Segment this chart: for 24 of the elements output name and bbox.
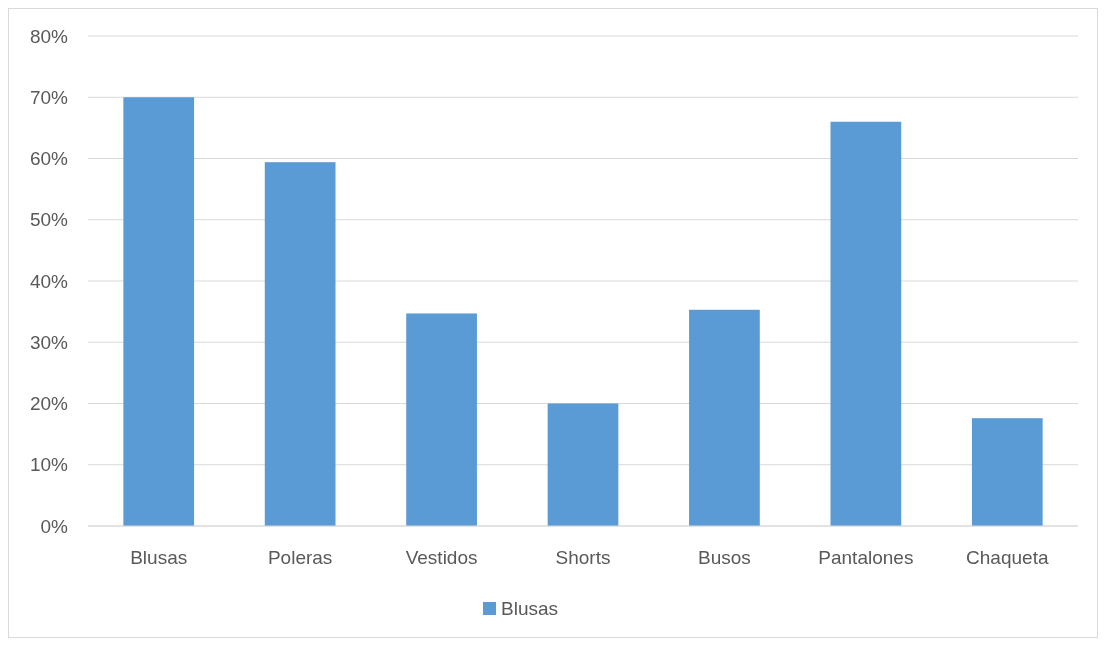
x-tick-label: Vestidos (405, 547, 478, 568)
y-tick-label: 50% (29, 209, 69, 231)
x-tick-label: Pantalones (818, 547, 914, 568)
legend-label: Blusas (501, 597, 559, 619)
y-tick-label: 20% (29, 393, 69, 415)
x-tick-label: Shorts (555, 547, 611, 568)
bar (406, 313, 477, 526)
y-tick-label: 30% (29, 331, 69, 353)
y-tick-label: 70% (29, 86, 69, 108)
x-tick-label: Poleras (267, 547, 333, 568)
x-tick-label: Busos (698, 547, 751, 568)
bar (547, 403, 619, 526)
bar (123, 97, 195, 526)
bar (830, 121, 902, 526)
x-tick-label: Chaqueta (966, 547, 1049, 568)
y-tick-label: 0% (40, 515, 69, 537)
bar (689, 309, 760, 526)
bar (971, 418, 1043, 526)
y-tick-label: 60% (29, 148, 69, 170)
y-tick-label: 40% (29, 270, 69, 292)
bar (264, 162, 336, 526)
y-tick-label: 10% (29, 454, 69, 476)
x-tick-label: Blusas (130, 547, 188, 568)
y-tick-label: 80% (29, 25, 69, 47)
